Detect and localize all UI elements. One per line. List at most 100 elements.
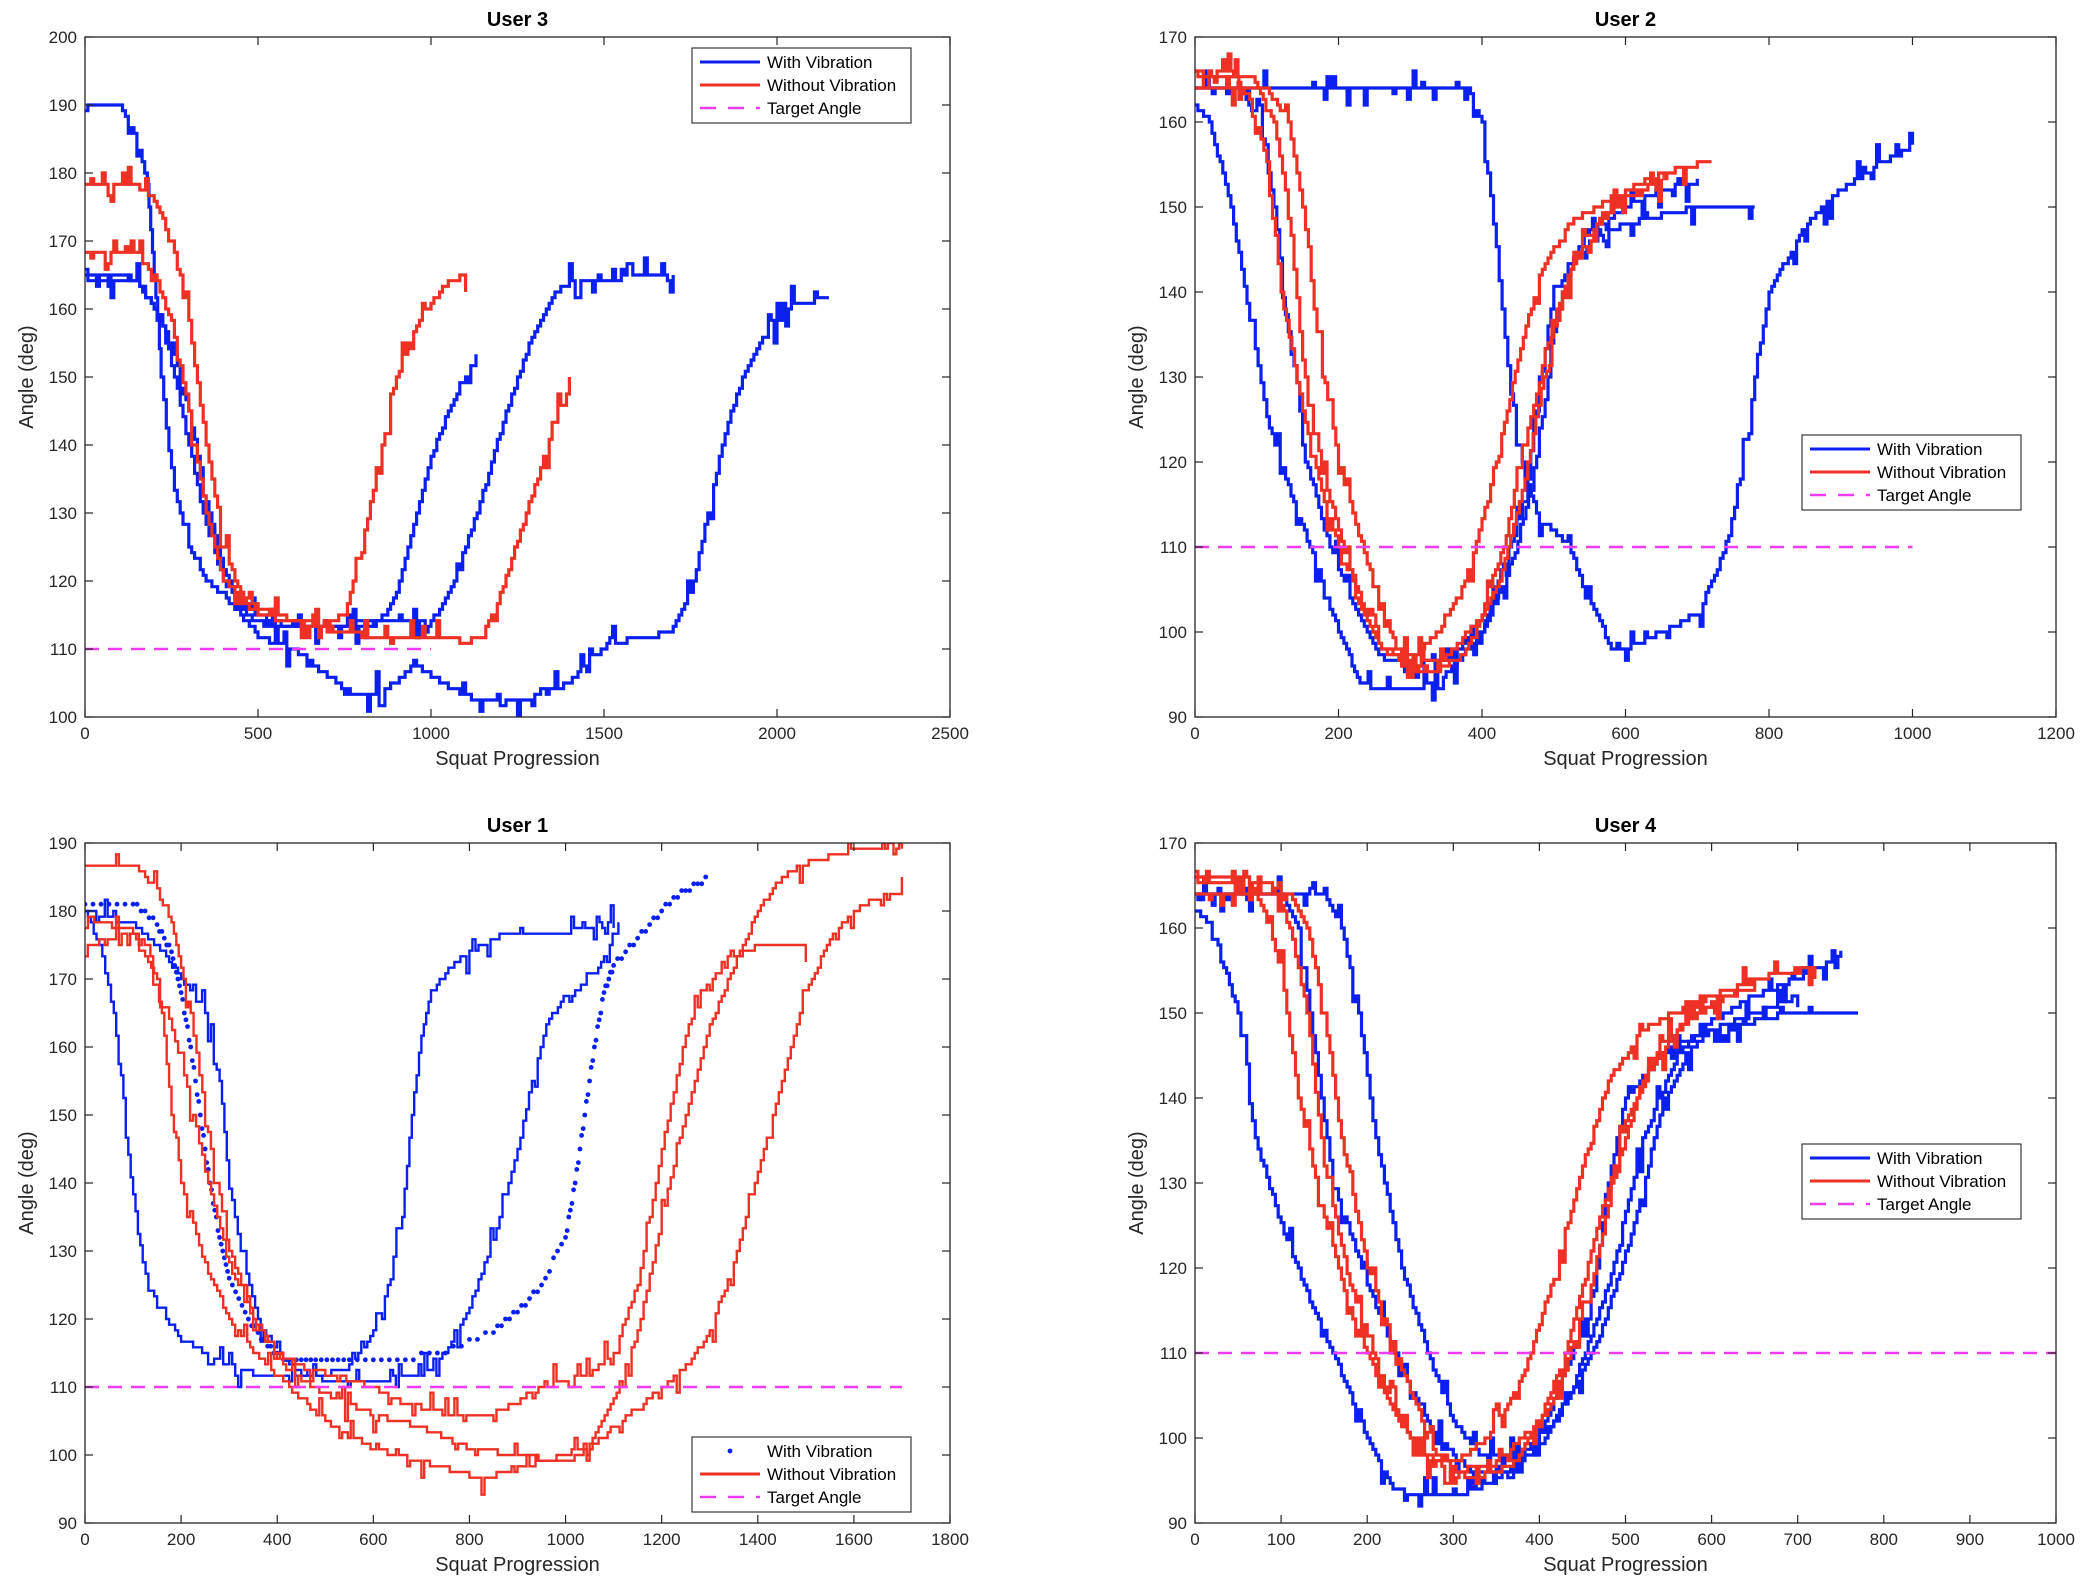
data-point bbox=[619, 956, 625, 961]
data-point bbox=[596, 1017, 602, 1023]
data-point bbox=[467, 1337, 472, 1342]
data-point bbox=[631, 942, 637, 948]
series-without-vibration-line bbox=[85, 843, 904, 1496]
legend-label: With Vibration bbox=[767, 1442, 873, 1461]
series-with-vibration-dots bbox=[85, 874, 709, 1363]
data-point bbox=[308, 1357, 314, 1363]
chart-title: User 1 bbox=[487, 815, 548, 837]
data-point bbox=[635, 935, 641, 941]
data-point bbox=[402, 1357, 408, 1363]
y-tick-label: 90 bbox=[58, 1514, 77, 1533]
data-point bbox=[166, 942, 172, 948]
plot-area bbox=[1195, 869, 2056, 1508]
y-tick-label: 110 bbox=[50, 1378, 77, 1397]
data-point bbox=[188, 1044, 194, 1050]
x-axis-label: Squat Progression bbox=[1543, 748, 1708, 770]
legend-label: Without Vibration bbox=[767, 76, 896, 95]
y-tick-label: 120 bbox=[49, 572, 77, 591]
data-point bbox=[98, 901, 104, 907]
series-without-vibration-line bbox=[1195, 875, 1714, 1480]
data-point bbox=[189, 1058, 195, 1063]
data-point bbox=[647, 922, 653, 927]
y-tick-label: 100 bbox=[1159, 623, 1187, 642]
x-tick-label: 1800 bbox=[931, 1530, 969, 1549]
legend-label: With Vibration bbox=[1877, 440, 1983, 459]
y-axis-label: Angle (deg) bbox=[16, 325, 38, 428]
subplot-user3: User 3 0 500 1000 1500 2000 2500 100 110 120 130 14… bbox=[16, 9, 969, 770]
data-point bbox=[507, 1316, 512, 1322]
data-point bbox=[418, 1350, 424, 1356]
y-tick-label: 160 bbox=[1159, 919, 1187, 938]
data-point bbox=[346, 1357, 352, 1363]
data-point bbox=[604, 983, 610, 989]
x-tick-label: 1000 bbox=[412, 724, 450, 743]
y-tick-label: 120 bbox=[1159, 453, 1187, 472]
data-point bbox=[627, 942, 633, 948]
data-point bbox=[146, 915, 152, 921]
legend-label: Without Vibration bbox=[1877, 463, 2006, 482]
series-with-vibration-line bbox=[1195, 909, 1858, 1508]
data-point bbox=[555, 1248, 560, 1254]
x-tick-label: 1000 bbox=[547, 1530, 585, 1549]
series-without-vibration-line bbox=[1195, 875, 1817, 1468]
x-tick-label: 0 bbox=[1190, 1530, 1199, 1549]
subplot-user1: User 1 0 200 400 600 800 1000 1200 1400 1600 1800 9… bbox=[16, 815, 969, 1576]
series-with-vibration-line bbox=[1195, 875, 1843, 1485]
x-axis-label: Squat Progression bbox=[1543, 1554, 1708, 1576]
data-point bbox=[683, 888, 689, 893]
x-tick-label: 400 bbox=[1468, 724, 1496, 743]
y-tick-label: 150 bbox=[1159, 198, 1187, 217]
y-axis-label: Angle (deg) bbox=[1126, 1131, 1148, 1234]
y-axis-label: Angle (deg) bbox=[16, 1131, 38, 1234]
series-with-vibration-line bbox=[1195, 103, 1755, 702]
y-tick-label: 120 bbox=[49, 1310, 77, 1329]
legend: With Vibration Without Vibration Target An… bbox=[691, 47, 912, 124]
y-tick-label: 110 bbox=[50, 640, 77, 659]
data-point bbox=[527, 1296, 532, 1301]
data-point bbox=[90, 901, 96, 907]
data-point bbox=[595, 1024, 600, 1029]
data-point bbox=[572, 1180, 578, 1186]
data-point bbox=[313, 1357, 319, 1363]
data-point bbox=[181, 1010, 187, 1016]
data-point bbox=[142, 908, 148, 914]
series-without-vibration-line bbox=[85, 853, 807, 1423]
data-point bbox=[173, 969, 179, 975]
data-point bbox=[579, 1133, 584, 1138]
x-axis-label: Squat Progression bbox=[435, 748, 600, 770]
y-tick-label: 140 bbox=[1159, 283, 1187, 302]
y-tick-label: 130 bbox=[49, 504, 77, 523]
x-tick-label: 2000 bbox=[758, 724, 796, 743]
data-point bbox=[511, 1309, 516, 1315]
data-point bbox=[134, 901, 140, 907]
data-point bbox=[598, 1010, 604, 1016]
x-tick-label: 0 bbox=[80, 724, 89, 743]
x-tick-label: 500 bbox=[244, 724, 272, 743]
legend: With Vibration Without Vibration Target An… bbox=[1801, 1143, 2022, 1220]
x-tick-label: 600 bbox=[359, 1530, 387, 1549]
data-point bbox=[703, 874, 709, 880]
data-point bbox=[699, 881, 705, 887]
series-with-vibration-line bbox=[1195, 69, 1915, 662]
y-tick-label: 100 bbox=[1159, 1429, 1187, 1448]
data-point bbox=[354, 1357, 360, 1363]
data-point bbox=[370, 1357, 376, 1363]
x-tick-label: 200 bbox=[1353, 1530, 1381, 1549]
y-tick-label: 170 bbox=[49, 232, 77, 251]
x-tick-label: 200 bbox=[1324, 724, 1352, 743]
legend-label: With Vibration bbox=[767, 53, 873, 72]
y-tick-label: 150 bbox=[1159, 1004, 1187, 1023]
legend-label: Target Angle bbox=[1877, 1195, 1972, 1214]
data-point bbox=[547, 1269, 552, 1274]
data-point bbox=[580, 1126, 586, 1131]
data-point bbox=[559, 1241, 564, 1247]
x-tick-label: 1000 bbox=[2037, 1530, 2075, 1549]
series-without-vibration-line bbox=[85, 239, 571, 645]
data-point bbox=[483, 1330, 488, 1335]
data-point bbox=[239, 1303, 245, 1308]
data-point bbox=[245, 1316, 251, 1322]
y-tick-label: 140 bbox=[1159, 1089, 1187, 1108]
data-point bbox=[451, 1343, 456, 1349]
x-tick-label: 0 bbox=[1190, 724, 1199, 743]
data-point bbox=[172, 963, 178, 968]
